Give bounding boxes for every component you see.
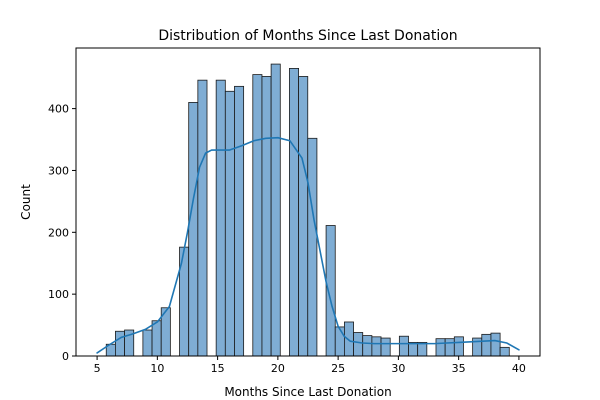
histogram-bar (151, 320, 162, 357)
bars-group (105, 63, 510, 357)
y-axis-label: Count (19, 184, 33, 220)
x-ticks-group: 5 10 15 20 25 30 35 40 (94, 356, 526, 375)
y-tick-label: 100 (48, 288, 69, 301)
histogram-bar (298, 76, 309, 357)
histogram-bar (289, 68, 300, 357)
histogram-bar (499, 346, 510, 357)
x-tick-label: 40 (512, 362, 526, 375)
y-tick-label: 200 (48, 226, 69, 239)
y-tick-label: 400 (48, 103, 69, 116)
histogram-bar (408, 341, 419, 357)
histogram-bar (353, 332, 364, 357)
histogram-bar (435, 338, 446, 357)
x-tick-label: 15 (211, 362, 225, 375)
x-tick-label: 20 (271, 362, 285, 375)
histogram-bar (270, 63, 281, 357)
axes-frame (75, 47, 541, 357)
y-tick-label: 300 (48, 164, 69, 177)
kde-group (96, 136, 520, 354)
histogram-bar (307, 137, 318, 357)
chart-title: Distribution of Months Since Last Donati… (158, 28, 457, 44)
histogram-bar (343, 321, 354, 357)
histogram-bar (115, 330, 125, 357)
histogram-bar (142, 329, 153, 357)
x-tick-label: 35 (452, 362, 466, 375)
histogram-bar (371, 336, 382, 357)
histogram-bar (444, 338, 455, 357)
x-tick-label: 25 (331, 362, 345, 375)
y-tick-label: 0 (62, 350, 69, 363)
x-tick-label: 5 (94, 362, 101, 375)
histogram-bar (252, 74, 263, 357)
histogram-bar (398, 335, 409, 357)
histogram-bar (234, 85, 245, 357)
histogram-bar (481, 333, 492, 357)
histogram-bar (334, 326, 345, 357)
histogram-bar (188, 102, 199, 357)
histogram-bar (261, 76, 272, 357)
histogram-bar (224, 90, 235, 357)
histogram-bar (197, 79, 208, 357)
histogram-bar (380, 337, 391, 357)
histogram-bar (215, 79, 226, 357)
x-tick-label: 30 (391, 362, 405, 375)
histogram-bar (453, 336, 464, 357)
x-tick-label: 10 (150, 362, 164, 375)
kde-line (96, 136, 520, 354)
histogram-bar (362, 335, 373, 357)
x-axis-label: Months Since Last Donation (224, 385, 391, 399)
histogram-bar (417, 341, 428, 357)
y-ticks-group: 0 100 200 300 400 (48, 103, 76, 363)
histogram-bar (490, 332, 501, 357)
